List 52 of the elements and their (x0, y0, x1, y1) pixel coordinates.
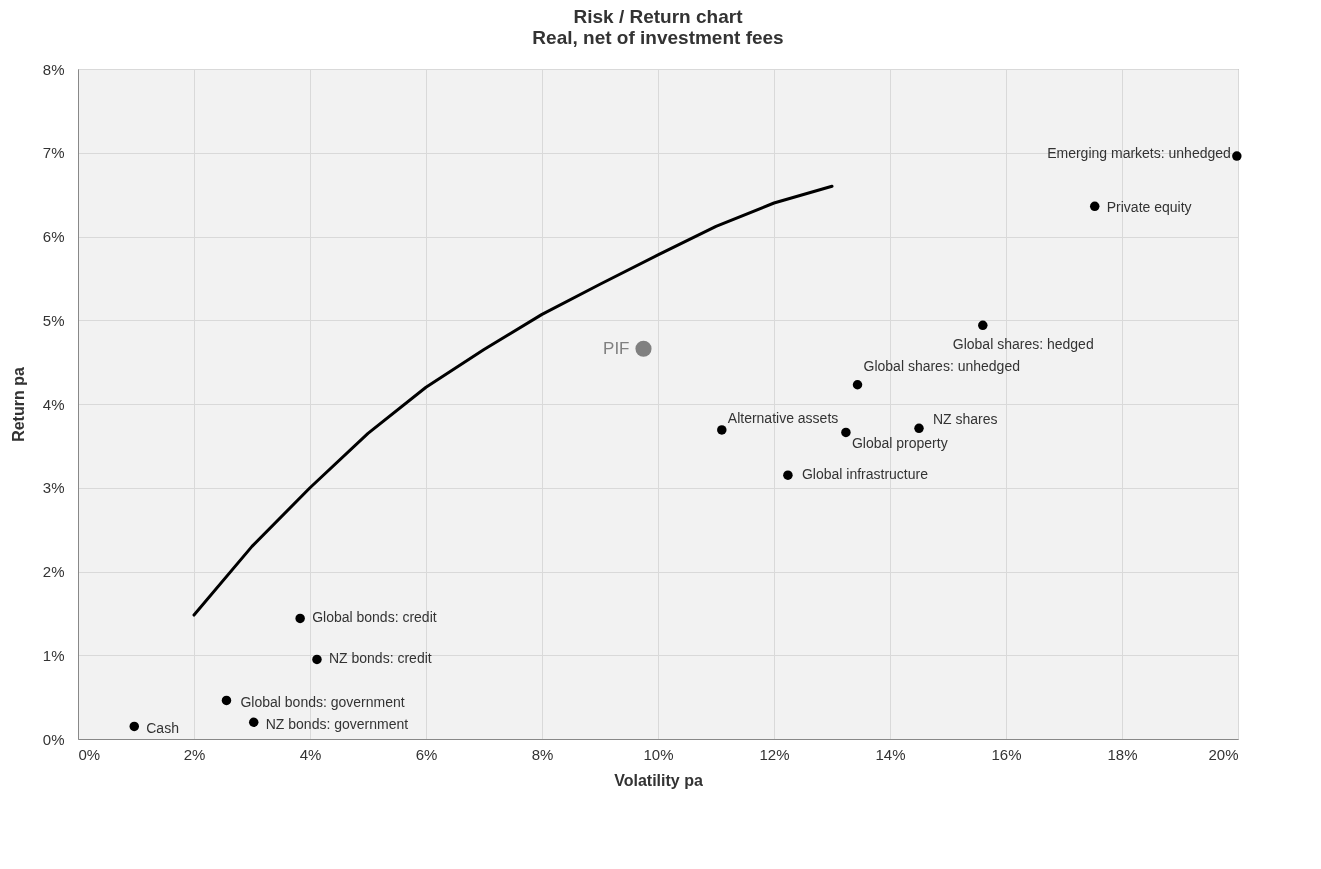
point (221, 695, 232, 706)
point (635, 340, 652, 357)
point (1090, 201, 1100, 212)
y-tick-label: 7% (42, 144, 65, 162)
x-tick-label: 12% (759, 745, 790, 763)
series-label: NZ bonds: government (265, 716, 409, 733)
series-label: PIF (603, 338, 630, 358)
y-axis-title: Return pa (9, 367, 27, 442)
x-tick-label: 2% (183, 745, 206, 763)
y-tick-label: 1% (42, 646, 65, 664)
point (783, 470, 793, 480)
series-label: Alternative assets (727, 409, 839, 426)
series-label: NZ shares (933, 411, 998, 428)
series-label: Global shares: hedged (952, 336, 1094, 353)
chart-subtitle: Real, net of investment fees (532, 27, 784, 48)
series-label: Global bonds: government (240, 694, 405, 711)
point (914, 423, 924, 434)
x-tick-label: 4% (299, 745, 322, 763)
x-tick-label: 14% (875, 745, 906, 763)
y-tick-label: 5% (42, 311, 65, 329)
chart-title: Risk / Return chart (573, 6, 744, 27)
series-label: Cash (146, 720, 179, 737)
x-tick-label: 16% (991, 745, 1022, 763)
x-tick-label: 0% (78, 745, 101, 763)
y-tick-label: 3% (42, 479, 65, 497)
point (312, 654, 322, 665)
x-tick-label: 8% (531, 745, 554, 763)
point (852, 380, 863, 390)
series-label: Private equity (1106, 199, 1192, 216)
point (129, 721, 139, 732)
y-tick-label: 0% (42, 730, 65, 748)
x-tick-label: 6% (415, 745, 438, 763)
series-label: Emerging markets: unhedged (1047, 145, 1231, 162)
y-tick-label: 8% (42, 60, 65, 78)
point (841, 427, 851, 438)
y-tick-label: 6% (42, 228, 65, 245)
series-label: Global shares: unhedged (863, 357, 1020, 374)
series-label: Global property (851, 435, 948, 452)
x-tick-label: 20% (1208, 745, 1239, 763)
point (295, 613, 305, 624)
series-label: Global infrastructure (801, 466, 929, 483)
series-label: Global bonds: credit (312, 609, 437, 626)
x-tick-label: 10% (643, 745, 674, 763)
x-axis-title: Volatility pa (614, 771, 703, 789)
y-tick-label: 4% (42, 395, 65, 413)
point (249, 717, 259, 727)
point (978, 320, 988, 331)
series-label: NZ bonds: credit (328, 650, 432, 667)
point (1232, 151, 1242, 161)
x-tick-label: 18% (1107, 745, 1138, 763)
y-tick-label: 2% (42, 563, 65, 580)
point (717, 425, 727, 435)
